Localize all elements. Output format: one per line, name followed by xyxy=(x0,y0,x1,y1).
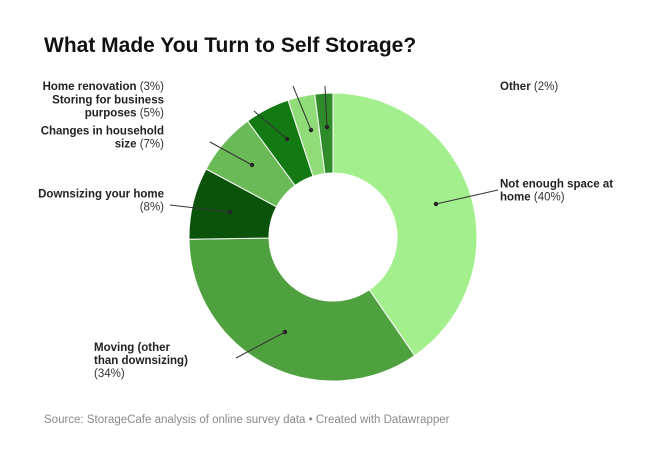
source-note: Source: StorageCafe analysis of online s… xyxy=(44,414,450,426)
slice-labels: Not enough space at home (40%) Moving (oth… xyxy=(38,81,613,380)
label-home-renovation: Home renovation (3%) xyxy=(43,81,165,93)
leader-lines xyxy=(169,85,499,359)
leader-line-not-enough-space-at-home xyxy=(435,189,499,205)
label-moving-other-than-downsizing: Moving (other than downsizing) (34%) xyxy=(94,342,188,380)
slice-other xyxy=(314,92,334,175)
leader-line-changes-in-household-size xyxy=(209,141,253,166)
label-downsizing-your-home: Downsizing your home (8%) xyxy=(38,189,164,214)
leader-line-other xyxy=(324,85,328,128)
label-storing-for-business-purposes: Storing for business purposes (5%) xyxy=(52,95,164,120)
slice-not-enough-space-at-home xyxy=(332,92,478,357)
chart-title: What Made You Turn to Self Storage? xyxy=(44,34,417,57)
leader-line-downsizing-your-home xyxy=(169,204,231,213)
slice-moving-other-than-downsizing xyxy=(188,237,416,382)
leader-line-home-renovation xyxy=(292,85,312,131)
donut-slices xyxy=(188,92,478,382)
label-other: Other (2%) xyxy=(500,81,558,93)
label-changes-in-household-size: Changes in household size (7%) xyxy=(41,126,164,151)
leader-line-storing-for-business-purposes xyxy=(253,110,288,140)
label-not-enough-space-at-home: Not enough space at home (40%) xyxy=(500,179,613,204)
leader-line-moving-other-than-downsizing xyxy=(235,331,286,359)
